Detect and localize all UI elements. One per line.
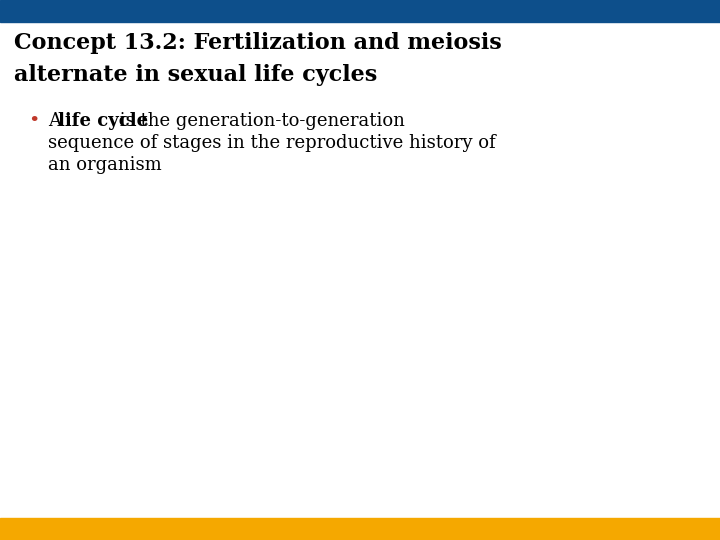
Text: life cycle: life cycle [58, 112, 148, 130]
Text: © 2011 Pearson Education, Inc.: © 2011 Pearson Education, Inc. [10, 524, 178, 534]
Text: A: A [48, 112, 67, 130]
Text: an organism: an organism [48, 156, 162, 174]
Text: sequence of stages in the reproductive history of: sequence of stages in the reproductive h… [48, 134, 495, 152]
Text: is the generation-to-generation: is the generation-to-generation [114, 112, 405, 130]
Text: •: • [28, 112, 40, 130]
Bar [0, 0, 720, 22]
Bar [0, 518, 720, 540]
Text: Concept 13.2: Fertilization and meiosis: Concept 13.2: Fertilization and meiosis [14, 32, 502, 54]
Text: alternate in sexual life cycles: alternate in sexual life cycles [14, 64, 377, 86]
